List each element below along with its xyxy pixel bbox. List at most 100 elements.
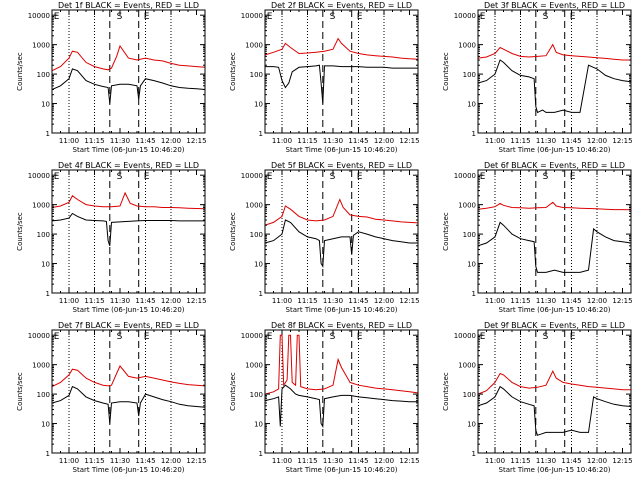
y-tick-label: 1	[259, 130, 263, 138]
detector-panel-4: Det 4f BLACK = Events, RED = LLD E S E 1 10 10…	[16, 161, 207, 314]
y-tick-label: 1	[472, 450, 476, 458]
y-tick-label: 10	[41, 421, 50, 429]
x-tick-label: 11:30	[536, 297, 556, 305]
x-tick-label: 11:45	[561, 457, 581, 465]
y-tick-label: 10	[467, 101, 476, 109]
lld-series-line	[52, 191, 205, 210]
lld-series-line	[52, 44, 205, 72]
x-tick-label: 11:45	[135, 297, 155, 305]
y-tick-label: 10000	[241, 332, 263, 340]
x-axis-label: Start Time (06-Jun-15 10:46:20)	[499, 306, 611, 314]
x-tick-label: 12:15	[186, 137, 206, 145]
y-tick-label: 100	[37, 391, 50, 399]
marker-label: E	[54, 12, 60, 22]
y-tick-label: 10	[41, 261, 50, 269]
y-tick-label: 1000	[458, 202, 476, 210]
y-tick-label: 100	[250, 391, 263, 399]
x-axis-label: Start Time (06-Jun-15 10:46:20)	[286, 466, 398, 474]
y-axis-label: Counts/sec	[16, 212, 24, 251]
marker-label: S	[543, 332, 549, 342]
y-tick-label: 100	[463, 391, 476, 399]
data-series-group	[52, 44, 205, 104]
x-tick-label: 11:45	[348, 297, 368, 305]
x-axis-label: Start Time (06-Jun-15 10:46:20)	[73, 146, 185, 154]
x-axis-label: Start Time (06-Jun-15 10:46:20)	[499, 146, 611, 154]
y-tick-label: 1000	[458, 362, 476, 370]
detector-panel-1: Det 1f BLACK = Events, RED = LLD E S E 1 10 10…	[16, 1, 207, 154]
x-axis-label: Start Time (06-Jun-15 10:46:20)	[73, 306, 185, 314]
marker-label: E	[570, 172, 576, 182]
detector-panel-7: Det 7f BLACK = Events, RED = LLD E S E 1 10 10…	[16, 321, 207, 474]
y-axis-label: Counts/sec	[229, 372, 237, 411]
x-tick-label: 12:15	[186, 457, 206, 465]
marker-label: E	[144, 172, 150, 182]
marker-label: E	[480, 12, 486, 22]
lld-series-line	[478, 201, 631, 211]
panel-title: Det 5f BLACK = Events, RED = LLD	[271, 161, 412, 170]
marker-label: E	[144, 12, 150, 22]
y-tick-label: 1	[46, 450, 50, 458]
lld-series-line	[52, 365, 205, 388]
detector-panel-9: Det 9f BLACK = Events, RED = LLD E S E 1 10 10…	[442, 321, 633, 474]
events-series-line	[265, 384, 418, 429]
lld-series-line	[478, 43, 631, 61]
lld-series-line	[478, 370, 631, 395]
x-tick-label: 11:30	[110, 457, 130, 465]
marker-label: S	[543, 12, 549, 22]
detector-panel-8: Det 8f BLACK = Events, RED = LLD E S E 1 10 10…	[229, 321, 420, 474]
data-series-group	[478, 43, 631, 114]
marker-label: S	[117, 172, 123, 182]
x-tick-label: 11:00	[272, 137, 292, 145]
marker-label: E	[570, 332, 576, 342]
marker-label: S	[543, 172, 549, 182]
y-tick-label: 10	[41, 101, 50, 109]
x-tick-label: 12:15	[399, 137, 419, 145]
marker-label: S	[330, 332, 336, 342]
marker-label: E	[480, 332, 486, 342]
x-tick-label: 11:15	[297, 297, 317, 305]
x-tick-label: 12:15	[399, 297, 419, 305]
x-axis-label: Start Time (06-Jun-15 10:46:20)	[73, 466, 185, 474]
x-tick-label: 11:45	[135, 457, 155, 465]
x-tick-label: 11:15	[510, 297, 530, 305]
x-tick-label: 12:00	[161, 297, 181, 305]
lld-series-line	[265, 198, 418, 226]
x-tick-label: 12:00	[161, 137, 181, 145]
x-tick-label: 11:45	[561, 137, 581, 145]
x-axis-label: Start Time (06-Jun-15 10:46:20)	[499, 466, 611, 474]
marker-label: S	[117, 332, 123, 342]
panel-title: Det 7f BLACK = Events, RED = LLD	[58, 321, 199, 330]
x-tick-label: 12:00	[587, 297, 607, 305]
y-tick-label: 1	[259, 450, 263, 458]
y-axis-label: Counts/sec	[442, 52, 450, 91]
marker-label: E	[267, 332, 273, 342]
x-tick-label: 11:30	[110, 137, 130, 145]
y-tick-label: 1000	[245, 202, 263, 210]
marker-label: E	[570, 12, 576, 22]
marker-label: E	[144, 332, 150, 342]
panel-title: Det 6f BLACK = Events, RED = LLD	[484, 161, 625, 170]
data-series-group	[478, 370, 631, 436]
x-tick-label: 12:00	[374, 457, 394, 465]
y-tick-label: 1	[46, 130, 50, 138]
x-tick-label: 12:15	[399, 457, 419, 465]
data-series-group	[265, 198, 418, 269]
y-tick-label: 100	[37, 231, 50, 239]
marker-label: S	[330, 12, 336, 22]
data-series-group	[52, 191, 205, 246]
events-series-line	[52, 68, 205, 104]
x-axis-label: Start Time (06-Jun-15 10:46:20)	[286, 146, 398, 154]
x-tick-label: 11:00	[272, 297, 292, 305]
y-tick-label: 10000	[454, 172, 476, 180]
marker-label: E	[267, 12, 273, 22]
y-tick-label: 10000	[28, 332, 50, 340]
events-series-line	[265, 219, 418, 269]
panel-title: Det 9f BLACK = Events, RED = LLD	[484, 321, 625, 330]
panel-title: Det 4f BLACK = Events, RED = LLD	[58, 161, 199, 170]
x-tick-label: 11:30	[110, 297, 130, 305]
x-tick-label: 11:15	[510, 137, 530, 145]
y-tick-label: 10000	[454, 12, 476, 20]
y-tick-label: 10000	[28, 172, 50, 180]
x-tick-label: 11:45	[561, 297, 581, 305]
data-series-group	[265, 334, 418, 429]
